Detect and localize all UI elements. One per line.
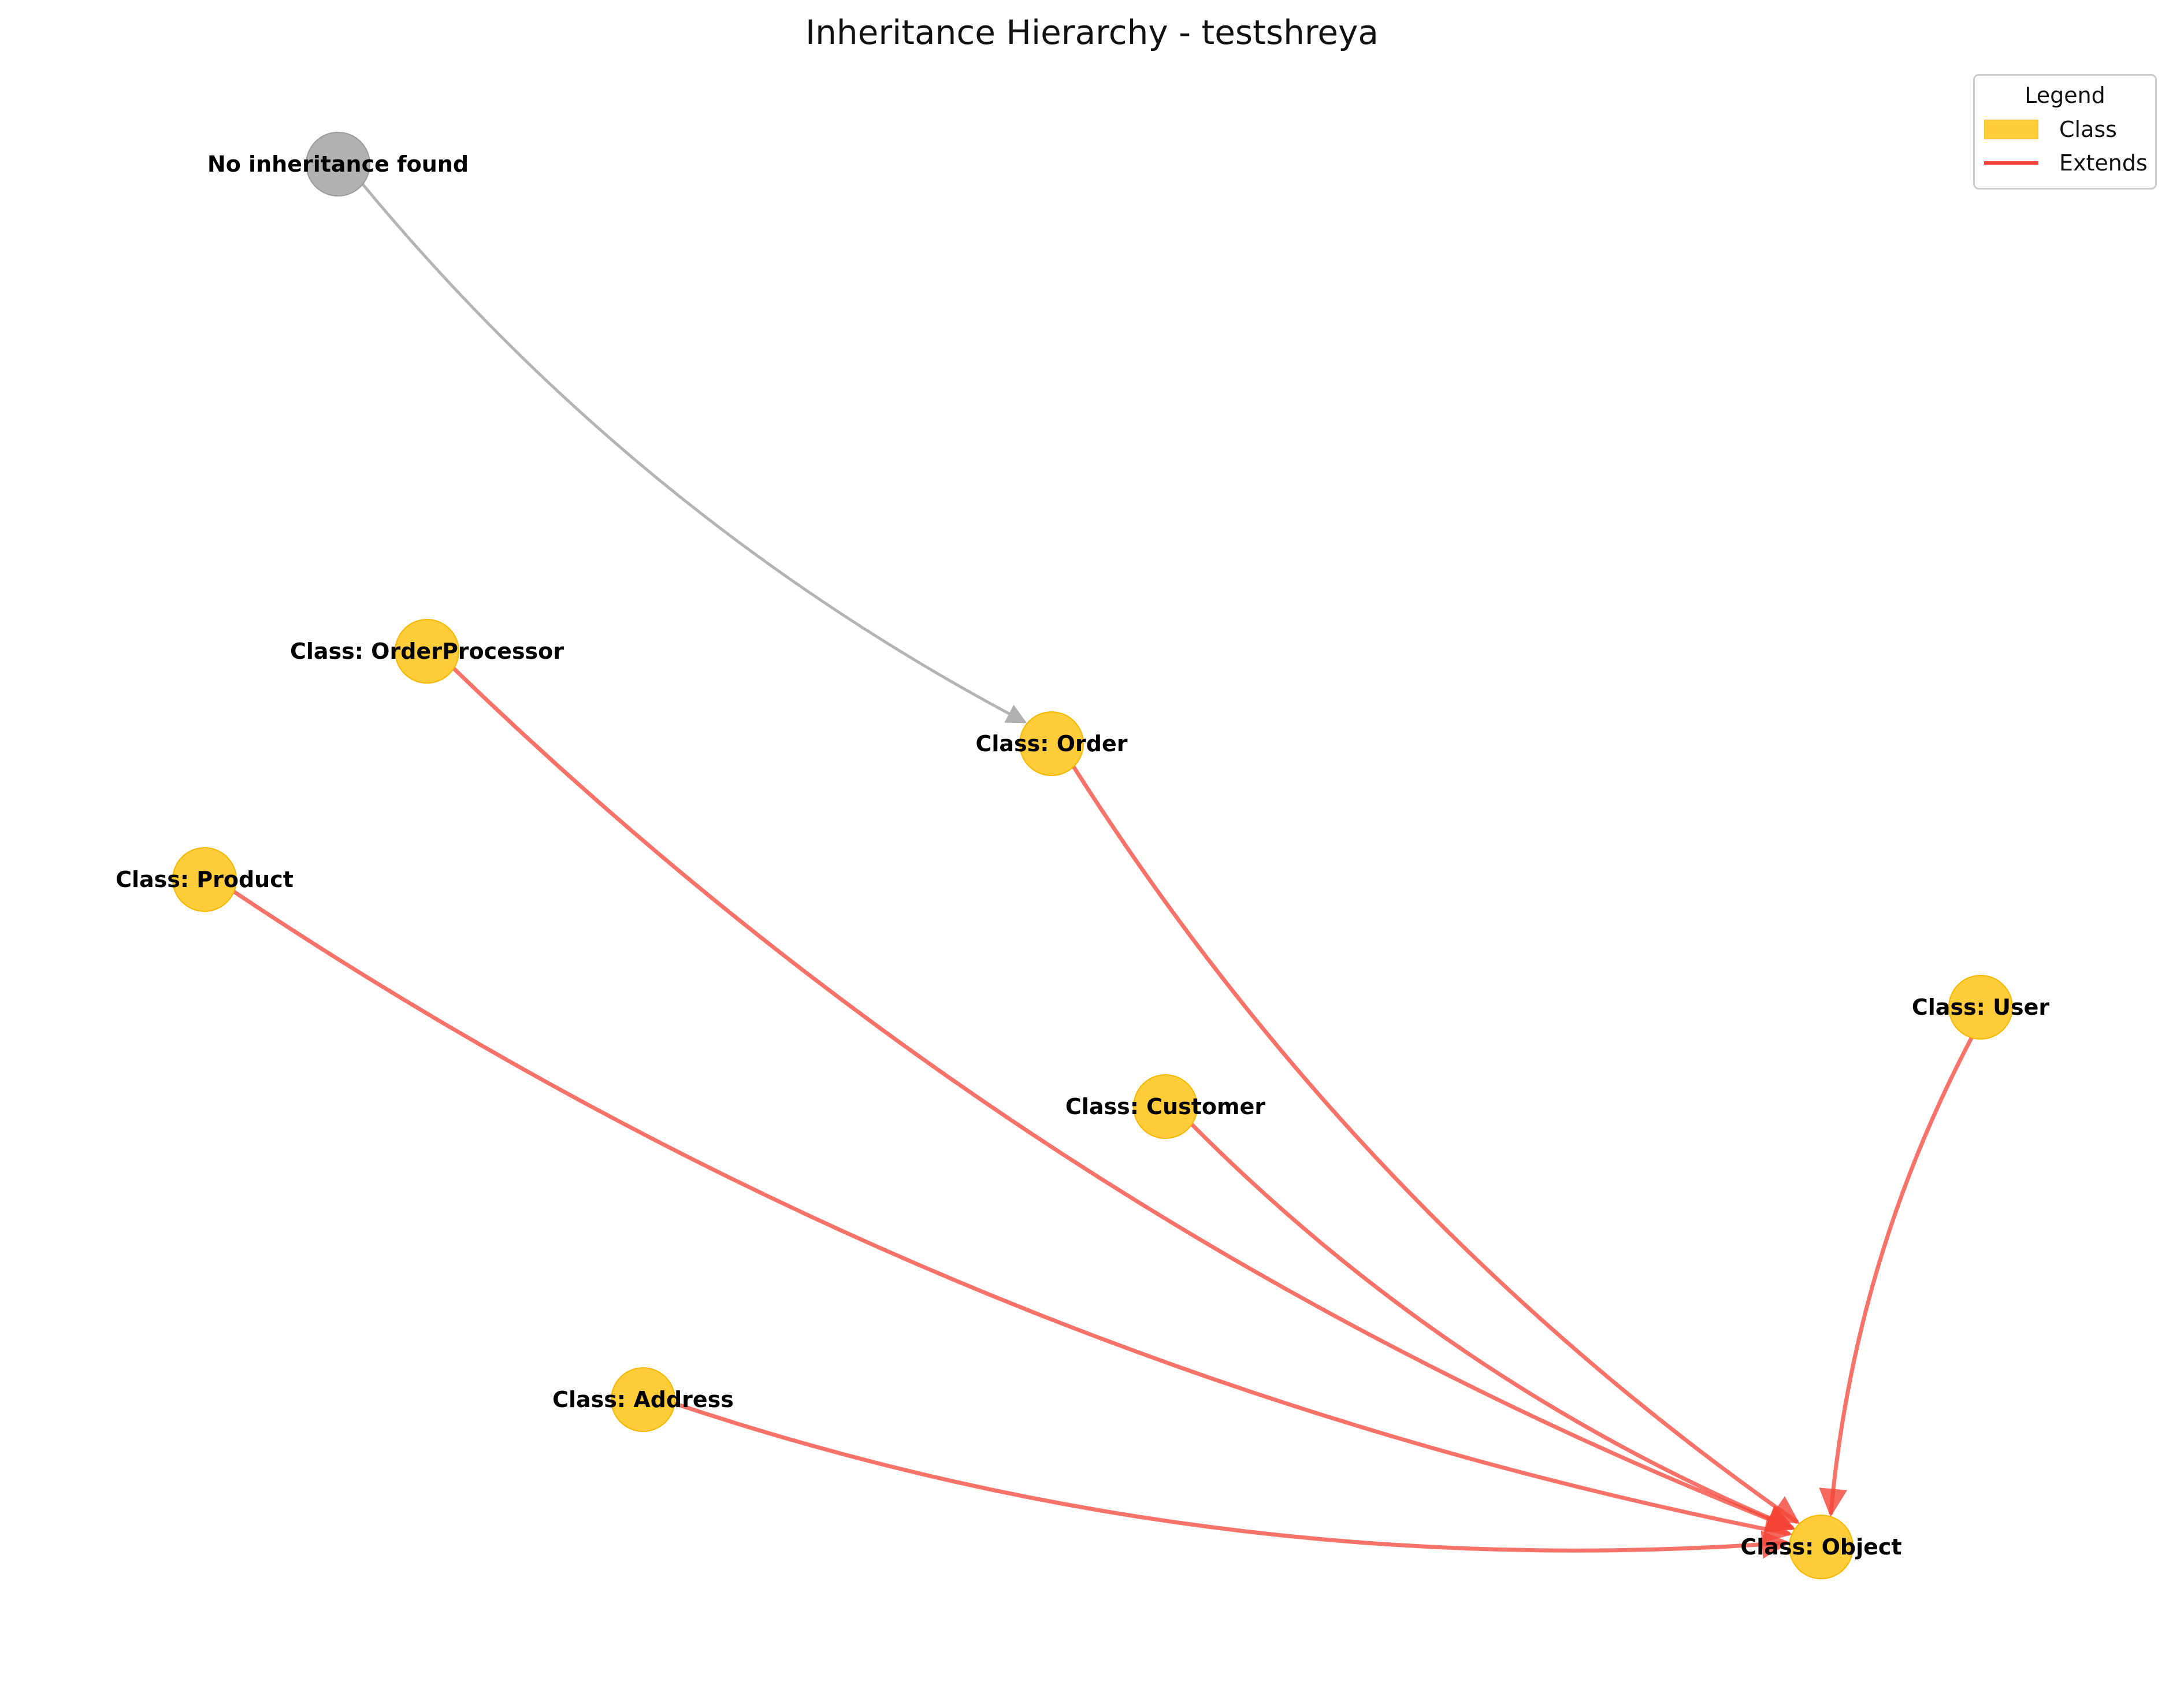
edge-orderprocessor-to-object [452,667,1795,1532]
edge-none-to-order [361,183,1027,724]
nodes-layer [172,132,2013,1579]
legend: Legend Class Extends [1973,74,2157,190]
edge-address-to-object [674,1401,1791,1559]
legend-title: Legend [2025,83,2105,108]
node-orderprocessor [395,619,459,684]
edges-layer [232,183,1974,1559]
extends-line-icon [1984,161,2038,165]
edge-order-to-object [1072,765,1800,1524]
node-address [611,1367,675,1432]
legend-item-label: Class [2059,117,2117,142]
node-label-object: Class: Object [1740,1534,1901,1560]
node-user [1948,975,2013,1040]
node-label-order: Class: Order [976,731,1128,756]
labels-layer: No inheritance found Class: OrderProcesso… [116,151,2049,1560]
node-product [172,847,237,912]
node-label-product: Class: Product [116,867,294,892]
node-none [306,132,370,196]
legend-item-class: Class [1984,115,2117,144]
node-customer [1133,1074,1198,1139]
legend-item-label: Extends [2059,150,2148,176]
node-label-orderprocessor: Class: OrderProcessor [290,639,564,664]
class-swatch-icon [1984,120,2038,139]
diagram-title: Inheritance Hierarchy - testshreya [805,13,1379,52]
node-label-address: Class: Address [552,1387,734,1412]
legend-item-extends: Extends [1984,149,2148,177]
node-label-none: No inheritance found [207,151,469,177]
node-object [1789,1515,1854,1579]
node-label-user: Class: User [1912,995,2049,1020]
edge-user-to-object [1819,1037,1974,1517]
edge-customer-to-object [1190,1123,1796,1531]
node-order [1019,711,1084,776]
node-label-customer: Class: Customer [1065,1094,1265,1119]
edge-product-to-object [232,890,1793,1543]
